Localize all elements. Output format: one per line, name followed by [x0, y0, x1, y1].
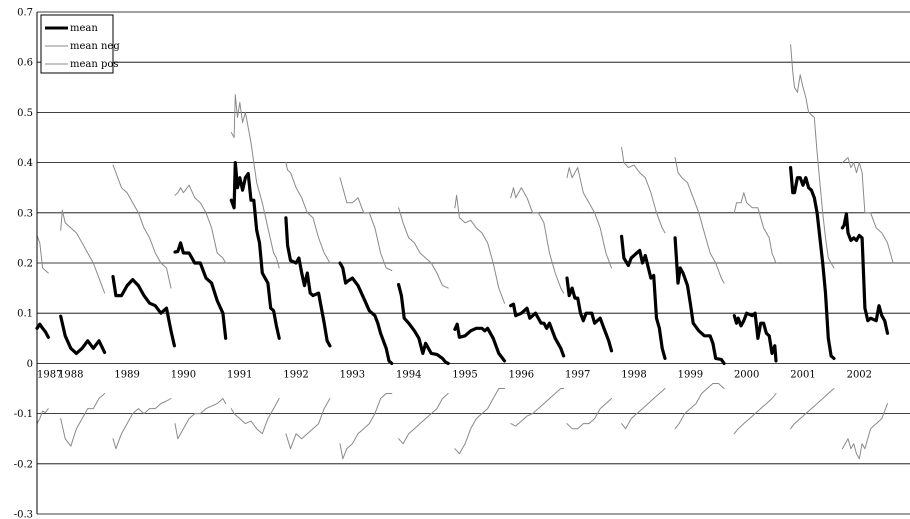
- series-mean-neg-segment-5: [285, 398, 331, 450]
- x-tick-label-1994: 1994: [396, 369, 421, 380]
- y-tick-label-6: 0.1: [17, 309, 33, 320]
- legend-label-mean-neg: mean neg: [70, 41, 120, 52]
- series-mean-neg-segment-3: [174, 398, 227, 440]
- x-tick-label-1998: 1998: [621, 369, 646, 380]
- series-mean-neg-segment-6: [339, 393, 393, 460]
- x-tick-label-1996: 1996: [509, 369, 534, 380]
- series-mean-segment-5: [284, 216, 332, 348]
- series-mean-neg-segment-1: [60, 393, 106, 447]
- series-mean-pos-segment-7: [398, 207, 449, 289]
- series-mean-pos-segment-14: [790, 44, 835, 269]
- series-mean-pos-segment-9: [510, 187, 565, 294]
- y-tick-label-1: 0.6: [17, 58, 33, 69]
- series-mean-neg-segment-12: [674, 383, 725, 430]
- y-tick-labels: 0.7 0.6 0.5 0.4 0.3 0.2 0.1 0 -0.1 -0.2 -0.3: [14, 8, 33, 519]
- series-mean-neg-segment-14: [790, 388, 835, 430]
- y-tick-label-5: 0.2: [17, 259, 33, 270]
- series-mean-neg-segment-4: [230, 398, 280, 435]
- y-tick-label-8: -0.1: [14, 409, 33, 420]
- series-mean-pos-segment-1: [60, 209, 106, 294]
- series-mean-segment-8: [453, 322, 507, 363]
- series-mean-segment-12: [673, 236, 726, 365]
- x-tick-label-2001: 2001: [790, 369, 815, 380]
- series-mean-segment-0: [35, 322, 50, 339]
- x-tick-label-1993: 1993: [340, 369, 365, 380]
- series-mean-pos-segment-8: [454, 194, 505, 304]
- x-tick-label-1995: 1995: [452, 369, 477, 380]
- series-mean-neg-segment-10: [566, 398, 612, 430]
- x-tick-label-1992: 1992: [283, 369, 308, 380]
- series-mean-pos-segment-2: [112, 164, 172, 289]
- series-mean-neg-segment-11: [621, 388, 666, 430]
- y-tick-label-3: 0.4: [17, 158, 33, 169]
- y-tick-label-2: 0.5: [17, 108, 33, 119]
- series-mean-pos-segment-6: [339, 177, 393, 271]
- series-mean-segment-6: [338, 261, 394, 365]
- series-mean-neg-segment-9: [510, 388, 565, 427]
- series-mean-pos-segment-13: [733, 192, 777, 264]
- series-mean-segment-4: [229, 161, 281, 340]
- series-mean-pos-segment-3: [174, 184, 227, 264]
- series-mean-neg-segment-2: [112, 398, 172, 450]
- x-tick-label-1988: 1988: [58, 369, 83, 380]
- series-mean-segment-3: [173, 241, 228, 340]
- series-mean-segment-10: [565, 276, 614, 353]
- series-mean-segment-1: [59, 314, 107, 355]
- y-tick-label-4: 0.3: [17, 208, 33, 219]
- x-tick-label-2000: 2000: [734, 369, 759, 380]
- series-mean-pos-segment-12: [674, 157, 725, 284]
- series-mean-segment-9: [509, 302, 566, 358]
- series-mean-segment-14: [789, 166, 836, 360]
- series-mean-segment-13: [732, 311, 778, 363]
- x-tick-label-1999: 1999: [678, 369, 703, 380]
- y-tick-label-7: 0: [27, 359, 33, 370]
- x-tick-label-2002: 2002: [847, 369, 872, 380]
- x-tick-label-1997: 1997: [565, 369, 590, 380]
- y-tick-label-10: -0.3: [14, 510, 33, 519]
- legend: mean mean neg mean pos: [40, 14, 120, 74]
- series-mean-neg-segment-0: [36, 408, 49, 425]
- series-mean-pos-segment-11: [621, 147, 666, 234]
- x-tick-label-1989: 1989: [114, 369, 139, 380]
- series-mean-segment-2: [111, 275, 176, 348]
- legend-label-mean-pos: mean pos: [70, 59, 119, 70]
- series-lines: [35, 44, 894, 460]
- series-mean-pos-segment-0: [36, 234, 49, 274]
- x-tick-label-1991: 1991: [227, 369, 252, 380]
- x-tick-label-1987: 1987: [37, 369, 62, 380]
- series-mean-neg-segment-13: [733, 393, 777, 435]
- series-mean-segment-15: [840, 212, 890, 335]
- series-mean-segment-11: [620, 234, 667, 360]
- series-mean-pos-segment-4: [230, 94, 280, 269]
- series-mean-pos-segment-15: [841, 157, 894, 264]
- series-mean-pos-segment-5: [285, 162, 331, 264]
- series-mean-neg-segment-8: [454, 388, 505, 455]
- y-tick-label-9: -0.2: [14, 459, 33, 470]
- x-tick-label-1990: 1990: [171, 369, 196, 380]
- series-mean-neg-segment-7: [398, 393, 449, 445]
- legend-label-mean: mean: [70, 23, 98, 34]
- legend-box: [40, 14, 114, 74]
- series-mean-segment-7: [397, 283, 450, 365]
- series-mean-pos-segment-10: [566, 167, 612, 269]
- gridlines: [37, 11, 910, 515]
- y-tick-label-0: 0.7: [17, 8, 33, 19]
- series-mean-neg-segment-15: [841, 403, 888, 460]
